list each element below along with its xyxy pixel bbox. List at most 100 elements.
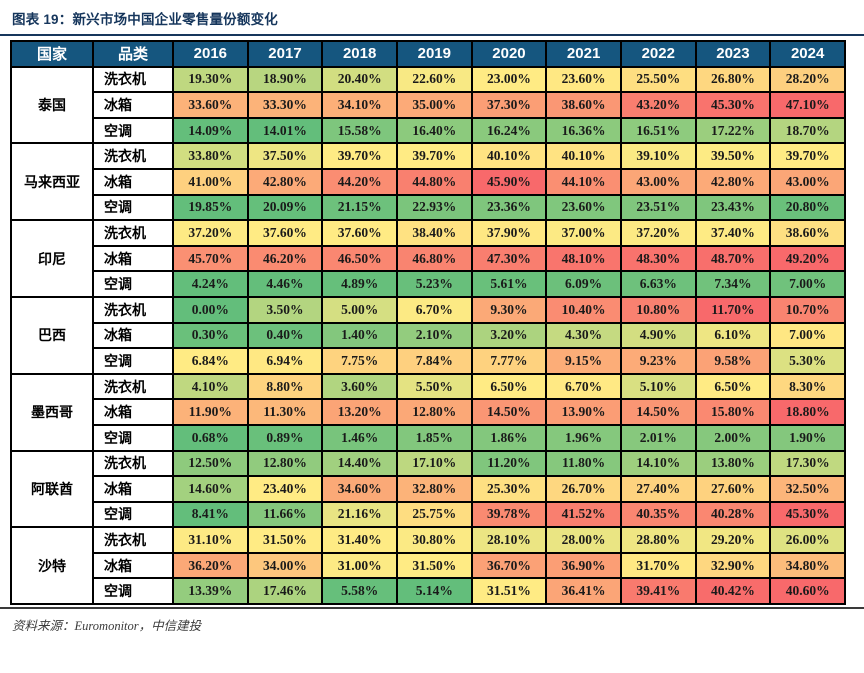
value-cell: 44.10% — [545, 167, 622, 196]
value-cell: 10.80% — [619, 295, 697, 324]
value-cell: 10.40% — [545, 295, 622, 324]
value-cell: 40.10% — [545, 142, 622, 170]
value-cell: 17.10% — [395, 449, 473, 478]
value-cell: 6.50% — [470, 372, 548, 401]
table-row: 墨西哥 洗衣机 4.10% 8.80% 3.60% 5.50% 6.50% 6.70% 5.10… — [10, 372, 846, 452]
value-cell: 25.50% — [619, 65, 697, 94]
value-cell: 31.00% — [321, 551, 398, 580]
col-header-year: 2022 — [619, 40, 697, 68]
value-cell: 45.30% — [694, 91, 772, 119]
col-header-year: 2018 — [321, 40, 398, 68]
value-cell: 2.01% — [619, 423, 697, 452]
value-cell: 45.70% — [172, 244, 249, 273]
value-cell: 39.70% — [769, 142, 846, 170]
table-row: 冰箱 14.60% 23.40% 34.60% 32.80% 25.30% 26.70% 27… — [11, 475, 846, 503]
value-cell: 40.42% — [694, 577, 772, 606]
table-row: 空调 6.84% 6.94% 7.75% 7.84% 7.77% 9.15% 9.23% 9.5… — [11, 347, 846, 375]
value-cell: 28.80% — [619, 526, 697, 554]
value-cell: 21.15% — [321, 193, 398, 222]
value-cell: 7.84% — [395, 347, 473, 375]
value-cell: 22.60% — [395, 65, 473, 94]
value-cell: 37.60% — [246, 219, 324, 247]
value-cell: 9.15% — [545, 347, 622, 375]
value-cell: 36.20% — [172, 551, 249, 580]
value-cell: 31.50% — [246, 526, 324, 554]
category-cell: 冰箱 — [92, 167, 174, 196]
value-cell: 6.70% — [545, 372, 622, 401]
value-cell: 46.80% — [395, 244, 473, 273]
value-cell: 3.60% — [321, 372, 398, 401]
value-cell: 19.30% — [172, 65, 249, 94]
value-cell: 5.14% — [395, 577, 473, 606]
value-cell: 8.80% — [246, 372, 324, 401]
value-cell: 3.20% — [470, 321, 548, 350]
value-cell: 13.20% — [321, 398, 398, 426]
value-cell: 23.36% — [470, 193, 548, 222]
value-cell: 5.10% — [619, 372, 697, 401]
category-cell: 冰箱 — [92, 244, 174, 273]
value-cell: 28.20% — [769, 65, 846, 94]
value-cell: 39.78% — [470, 500, 548, 529]
value-cell: 46.20% — [246, 244, 324, 273]
value-cell: 4.89% — [321, 270, 398, 298]
value-cell: 44.80% — [395, 167, 473, 196]
value-cell: 37.20% — [172, 219, 249, 247]
value-cell: 4.24% — [172, 270, 249, 298]
value-cell: 0.00% — [172, 295, 249, 324]
value-cell: 48.30% — [619, 244, 697, 273]
value-cell: 48.10% — [545, 244, 622, 273]
value-cell: 5.61% — [470, 270, 548, 298]
value-cell: 14.50% — [470, 398, 548, 426]
table-row: 冰箱 11.90% 11.30% 13.20% 12.80% 14.50% 13.90% 14… — [11, 398, 846, 426]
value-cell: 5.30% — [769, 347, 846, 375]
value-cell: 12.80% — [246, 449, 324, 478]
value-cell: 19.85% — [172, 193, 249, 222]
value-cell: 39.70% — [395, 142, 473, 170]
value-cell: 18.90% — [246, 65, 324, 94]
value-cell: 41.00% — [172, 167, 249, 196]
value-cell: 0.68% — [172, 423, 249, 452]
value-cell: 6.10% — [694, 321, 772, 350]
value-cell: 34.00% — [246, 551, 324, 580]
value-cell: 16.51% — [619, 116, 697, 145]
col-header-year: 2020 — [470, 40, 548, 68]
category-cell: 空调 — [92, 116, 174, 145]
category-cell: 空调 — [92, 423, 174, 452]
value-cell: 33.60% — [172, 91, 249, 119]
category-cell: 空调 — [92, 500, 174, 529]
value-cell: 1.85% — [395, 423, 473, 452]
table-row: 空调 14.09% 14.01% 15.58% 16.40% 16.24% 16.36% 16… — [11, 116, 846, 145]
col-header-year: 2023 — [694, 40, 772, 68]
value-cell: 5.23% — [395, 270, 473, 298]
value-cell: 31.50% — [395, 551, 473, 580]
value-cell: 45.90% — [470, 167, 548, 196]
value-cell: 5.50% — [395, 372, 473, 401]
value-cell: 1.86% — [470, 423, 548, 452]
value-cell: 42.80% — [694, 167, 772, 196]
value-cell: 12.80% — [395, 398, 473, 426]
country-cell: 印尼 — [10, 219, 94, 298]
value-cell: 4.10% — [172, 372, 249, 401]
country-cell: 墨西哥 — [10, 372, 94, 452]
value-cell: 15.80% — [694, 398, 772, 426]
value-cell: 20.80% — [769, 193, 846, 222]
value-cell: 40.28% — [694, 500, 772, 529]
category-cell: 洗衣机 — [92, 142, 174, 170]
country-cell: 阿联酋 — [10, 449, 94, 529]
value-cell: 23.60% — [545, 65, 622, 94]
value-cell: 6.70% — [395, 295, 473, 324]
table-row: 马来西亚 洗衣机 33.80% 37.50% 39.70% 39.70% 40.10% 40.… — [10, 142, 846, 222]
value-cell: 26.00% — [769, 526, 846, 554]
value-cell: 47.10% — [769, 91, 846, 119]
report-figure: 图表 19：新兴市场中国企业零售量份额变化 国家 品类 2016 2017 2018 20… — [0, 12, 864, 633]
table-row: 泰国 洗衣机 19.30% 18.90% 20.40% 22.60% 23.00% 23.60… — [10, 65, 846, 145]
value-cell: 44.20% — [321, 167, 398, 196]
value-cell: 26.80% — [694, 65, 772, 94]
value-cell: 14.09% — [172, 116, 249, 145]
value-cell: 25.75% — [395, 500, 473, 529]
value-cell: 31.10% — [172, 526, 249, 554]
value-cell: 15.58% — [321, 116, 398, 145]
table-row: 冰箱 45.70% 46.20% 46.50% 46.80% 47.30% 48.10% 48… — [11, 244, 846, 273]
value-cell: 14.10% — [619, 449, 697, 478]
value-cell: 9.30% — [470, 295, 548, 324]
